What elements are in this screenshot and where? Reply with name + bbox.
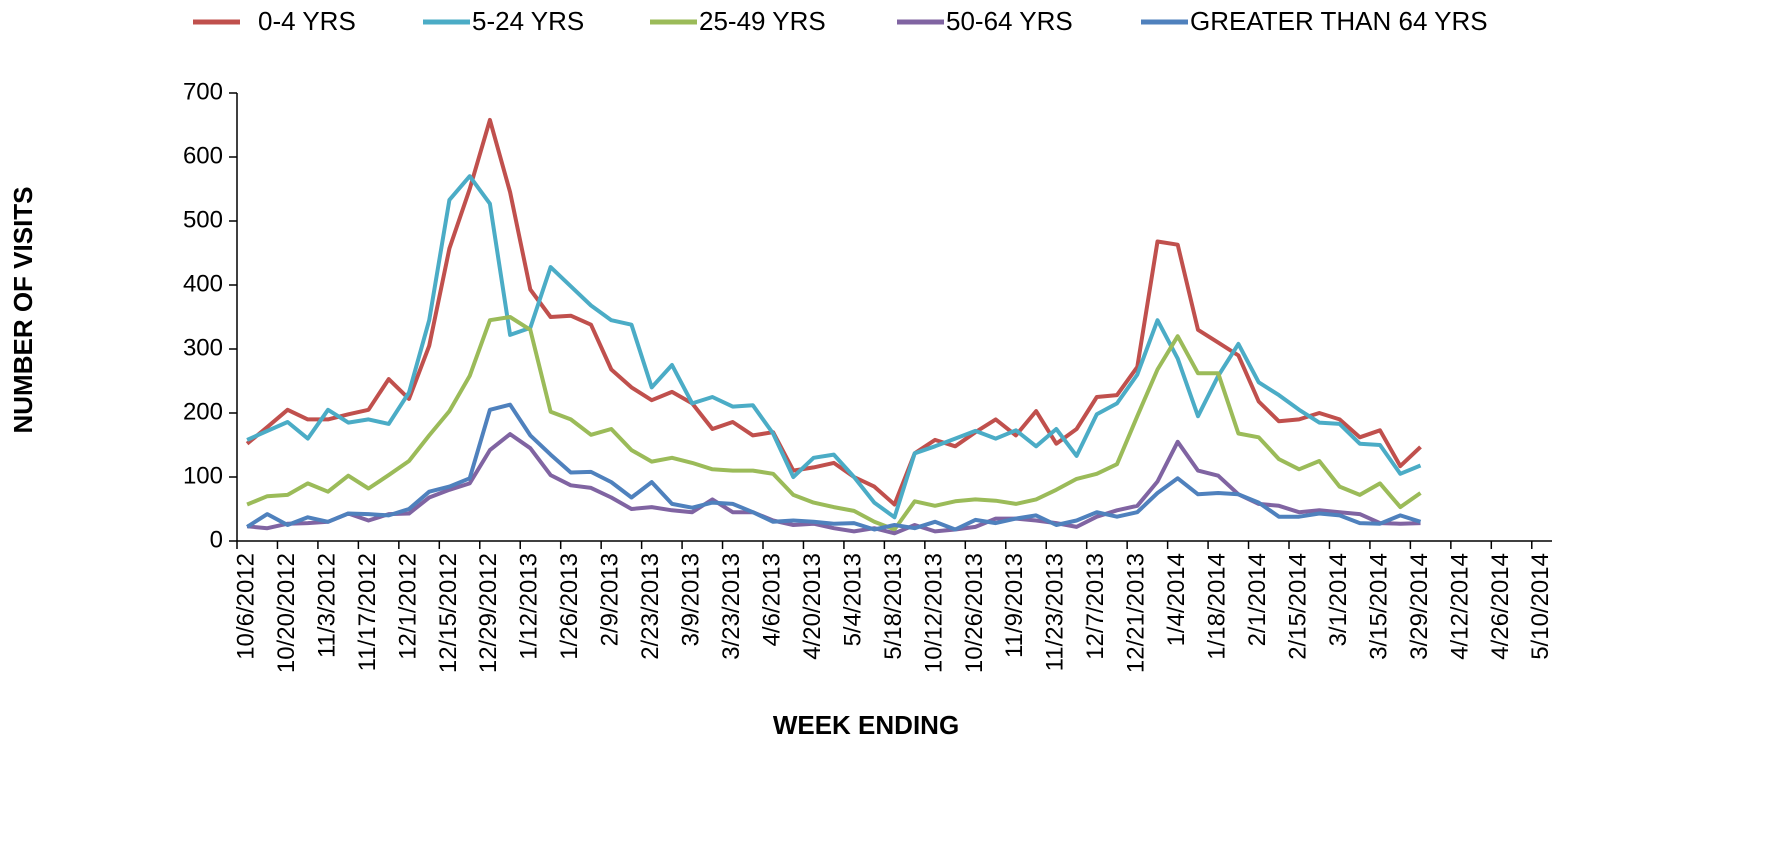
x-tick-label: 3/15/2014 xyxy=(1365,553,1392,660)
x-tick-label: 3/23/2013 xyxy=(718,553,745,660)
x-tick-label: 5/18/2013 xyxy=(880,553,907,660)
y-tick-label: 300 xyxy=(183,334,223,361)
x-tick-label: 4/6/2013 xyxy=(758,553,785,646)
y-tick-label: 0 xyxy=(210,526,223,553)
legend-label: 25-49 YRS xyxy=(699,6,826,36)
x-tick-label: 3/1/2014 xyxy=(1325,553,1352,646)
x-axis-title: WEEK ENDING xyxy=(773,710,959,740)
x-tick-label: 12/29/2012 xyxy=(475,553,502,673)
x-tick-label: 10/6/2012 xyxy=(232,553,259,660)
y-tick-label: 400 xyxy=(183,270,223,297)
legend-label: GREATER THAN 64 YRS xyxy=(1190,6,1488,36)
x-tick-label: 3/9/2013 xyxy=(678,553,705,646)
x-tick-label: 10/26/2013 xyxy=(961,553,988,673)
series-line xyxy=(245,117,1422,507)
x-tick-label: 12/15/2012 xyxy=(435,553,462,673)
x-tick-label: 10/12/2013 xyxy=(920,553,947,673)
x-tick-label: 1/4/2014 xyxy=(1163,553,1190,646)
x-tick-label: 4/26/2014 xyxy=(1487,553,1514,660)
legend-label: 5-24 YRS xyxy=(472,6,584,36)
x-tick-label: 4/12/2014 xyxy=(1446,553,1473,660)
x-tick-label: 11/23/2013 xyxy=(1042,553,1069,671)
x-tick-label: 12/21/2013 xyxy=(1123,553,1150,673)
y-tick-label: 600 xyxy=(183,142,223,169)
x-tick-label: 1/12/2013 xyxy=(516,553,543,660)
x-tick-label: 10/20/2012 xyxy=(273,553,300,673)
legend-label: 50-64 YRS xyxy=(946,6,1073,36)
x-tick-label: 12/1/2012 xyxy=(394,553,421,660)
y-tick-label: 500 xyxy=(183,206,223,233)
x-tick-label: 11/9/2013 xyxy=(1001,553,1028,658)
legend-label: 0-4 YRS xyxy=(258,6,356,36)
x-tick-label: 11/17/2012 xyxy=(354,553,381,671)
x-tick-label: 4/20/2013 xyxy=(799,553,826,660)
series-line xyxy=(246,174,1422,520)
x-tick-label: 2/15/2014 xyxy=(1284,553,1311,660)
y-axis-title: NUMBER OF VISITS xyxy=(8,186,38,433)
x-tick-label: 1/18/2014 xyxy=(1204,553,1231,660)
y-tick-label: 700 xyxy=(183,78,223,105)
x-tick-label: 1/26/2013 xyxy=(556,553,583,660)
x-tick-label: 12/7/2013 xyxy=(1082,553,1109,660)
x-tick-label: 5/10/2014 xyxy=(1527,553,1554,660)
series-line xyxy=(246,432,1421,536)
y-tick-label: 200 xyxy=(183,398,223,425)
x-tick-label: 3/29/2014 xyxy=(1406,553,1433,660)
series-line xyxy=(246,402,1422,532)
x-tick-label: 2/9/2013 xyxy=(597,553,624,646)
x-tick-label: 11/3/2012 xyxy=(313,553,340,658)
y-tick-label: 100 xyxy=(183,462,223,489)
x-tick-label: 5/4/2013 xyxy=(839,553,866,646)
series-line xyxy=(246,315,1422,532)
x-tick-label: 2/23/2013 xyxy=(637,553,664,660)
x-tick-label: 2/1/2014 xyxy=(1244,553,1271,646)
